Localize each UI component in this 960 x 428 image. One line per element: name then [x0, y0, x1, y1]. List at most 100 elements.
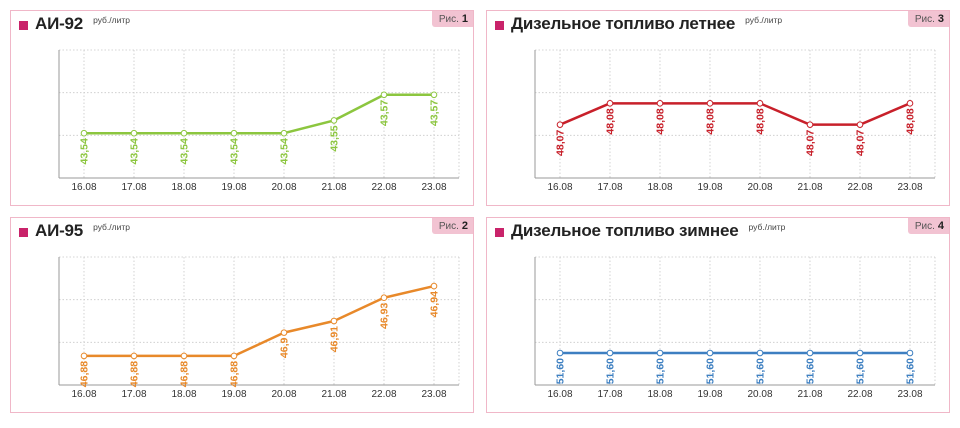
line-chart: 16.08 17.08 18.08 19.08 20.08 21.08 22.08 23.08…	[58, 49, 460, 193]
data-point	[230, 129, 238, 137]
data-point	[230, 352, 238, 360]
x-tick-label: 20.08	[271, 182, 296, 193]
chart-panel-ai92: АИ-92 руб./литр Рис. 1 16.08 17.08 18.08 19.…	[10, 10, 474, 206]
data-point	[706, 100, 714, 107]
data-point	[430, 282, 438, 290]
data-point	[906, 100, 914, 107]
line-chart: 16.08 17.08 18.08 19.08 20.08 21.08 22.08 23.08…	[534, 49, 936, 193]
data-label: 43,57	[379, 100, 391, 126]
x-tick-label: 19.08	[221, 389, 246, 400]
data-point	[330, 117, 338, 124]
chart-unit: руб./литр	[745, 15, 783, 25]
data-point	[380, 91, 388, 99]
x-tick-label: 18.08	[171, 389, 196, 400]
data-point	[80, 352, 88, 360]
bullet-square-icon	[495, 21, 504, 30]
data-point	[906, 349, 914, 357]
data-label: 43,54	[79, 138, 91, 164]
series-line	[84, 93, 434, 135]
x-tick-label: 21.08	[321, 389, 346, 400]
data-point	[280, 329, 288, 336]
x-tick-label: 22.08	[371, 182, 396, 193]
figure-label: Рис.	[914, 14, 935, 25]
x-tick-label: 20.08	[271, 389, 296, 400]
line-chart: 16.08 17.08 18.08 19.08 20.08 21.08 22.08 23.08…	[58, 256, 460, 400]
figure-number: 1	[461, 13, 468, 25]
x-tick-label: 20.08	[747, 389, 772, 400]
figure-number: 4	[937, 220, 944, 232]
x-tick-label: 16.08	[547, 389, 572, 400]
x-tick-label: 21.08	[321, 182, 346, 193]
chart-header: АИ-95 руб./литр	[19, 220, 130, 242]
x-tick-label: 17.08	[121, 182, 146, 193]
chart-unit: руб./литр	[748, 222, 786, 232]
chart-unit: руб./литр	[93, 222, 130, 232]
data-label: 46,88	[229, 361, 241, 387]
chart-header: Дизельное топливо зимнее руб./литр	[495, 220, 785, 242]
x-tick-label: 21.08	[797, 182, 822, 193]
data-label: 48,08	[755, 108, 767, 134]
x-tick-label: 22.08	[847, 182, 872, 193]
data-label: 51,60	[705, 358, 717, 384]
data-point	[556, 349, 564, 357]
data-point	[606, 349, 614, 357]
chart-panel-ai95: АИ-95 руб./литр Рис. 2 16.08 17.08 18.08 19.…	[10, 217, 474, 413]
data-label: 48,07	[805, 130, 817, 156]
chart-unit: руб./литр	[93, 15, 130, 25]
data-label: 48,08	[655, 108, 667, 134]
data-label: 46,9	[279, 337, 291, 358]
data-point	[656, 100, 664, 107]
data-label: 43,55	[329, 125, 341, 151]
data-label: 51,60	[805, 358, 817, 384]
x-tick-label: 21.08	[797, 389, 822, 400]
data-label: 48,07	[555, 130, 567, 156]
data-label: 46,94	[429, 291, 441, 317]
x-tick-label: 23.08	[421, 182, 446, 193]
data-point	[380, 294, 388, 302]
data-label: 46,93	[379, 303, 391, 329]
data-label: 51,60	[755, 358, 767, 384]
figure-label: Рис.	[438, 221, 459, 232]
x-tick-label: 16.08	[71, 389, 96, 400]
data-point	[130, 352, 138, 360]
x-tick-label: 17.08	[597, 389, 622, 400]
x-tick-label: 22.08	[847, 389, 872, 400]
data-label: 46,88	[79, 361, 91, 387]
x-tick-label: 19.08	[221, 182, 246, 193]
data-label: 46,88	[179, 361, 191, 387]
x-tick-label: 18.08	[171, 182, 196, 193]
data-point	[806, 349, 814, 357]
data-point	[430, 91, 438, 99]
bullet-square-icon	[19, 21, 28, 30]
data-label: 46,91	[329, 326, 341, 352]
data-label: 46,88	[129, 361, 141, 387]
data-label: 43,54	[129, 138, 141, 164]
x-tick-label: 19.08	[697, 182, 722, 193]
data-point	[756, 100, 764, 107]
data-point	[180, 129, 188, 137]
x-tick-label: 18.08	[647, 389, 672, 400]
figure-badge: Рис. 3	[907, 11, 949, 27]
data-point	[80, 129, 88, 137]
data-label: 48,08	[705, 108, 717, 134]
x-tick-label: 23.08	[421, 389, 446, 400]
data-label: 43,54	[229, 138, 241, 164]
data-label: 51,60	[855, 358, 867, 384]
chart-title: Дизельное топливо зимнее	[511, 221, 739, 240]
x-tick-label: 18.08	[647, 182, 672, 193]
data-label: 48,08	[605, 108, 617, 134]
x-tick-label: 17.08	[597, 182, 622, 193]
data-label: 43,54	[179, 138, 191, 164]
x-tick-label: 17.08	[121, 389, 146, 400]
x-tick-label: 23.08	[897, 182, 922, 193]
data-label: 43,57	[429, 100, 441, 126]
figure-number: 2	[461, 220, 468, 232]
chart-title: АИ-95	[35, 221, 84, 240]
x-tick-label: 19.08	[697, 389, 722, 400]
figure-badge: Рис. 4	[907, 218, 949, 234]
data-label: 48,08	[905, 108, 917, 134]
data-label: 43,54	[279, 138, 291, 164]
line-chart: 16.08 17.08 18.08 19.08 20.08 21.08 22.08 23.08…	[534, 256, 936, 400]
data-point	[130, 129, 138, 137]
data-point	[656, 349, 664, 357]
